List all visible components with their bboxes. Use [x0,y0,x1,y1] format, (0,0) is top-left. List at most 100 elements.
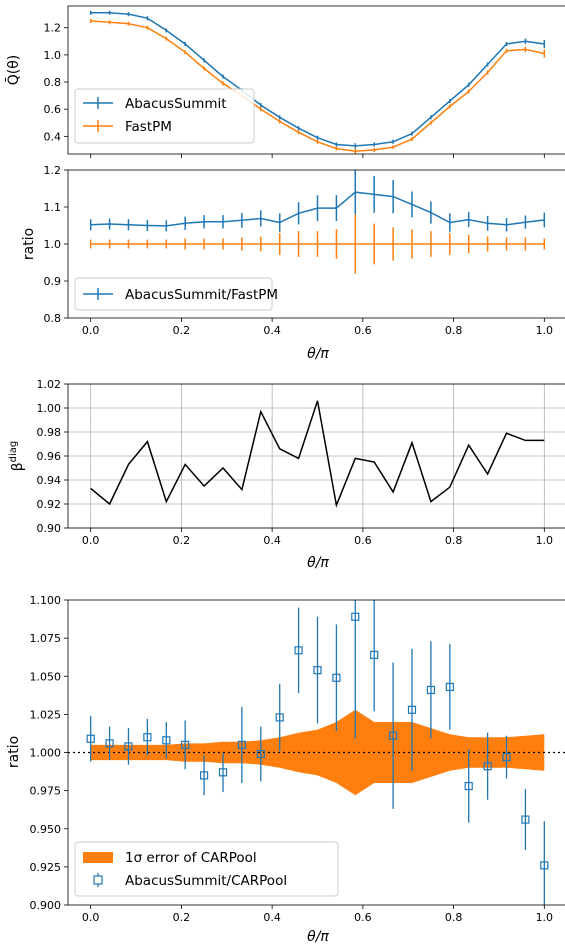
ratio-carpool-ylabel: ratio [6,736,22,768]
y-tick-label: 1.00 [37,402,62,415]
y-tick-label: 1.075 [30,632,62,645]
y-tick-label: 0.96 [37,450,62,463]
x-tick-label: 0.4 [263,324,281,337]
x-tick-label: 0.8 [445,911,463,924]
legend-abacus-label: AbacusSummit [125,96,227,112]
panel-ratio-carpool: 0.0 0.2 0.4 0.6 0.8 1.0 0.900 0.925 0.950 0.975 1.… [6,594,565,945]
legend-fastpm-label: FastPM [125,119,172,135]
ratio-carpool-xlabel: θ/π [307,929,329,945]
ratio-fastpm-axes-frame [67,169,565,319]
data-point [162,736,171,745]
y-tick-label: 0.92 [37,498,62,511]
beta-diag-axes-frame [67,383,565,529]
data-point [218,768,228,777]
y-tick-label: 1.2 [44,22,62,35]
legend-carpool-band-label: 1σ error of CARPool [125,850,257,866]
data-point [181,740,190,749]
ratio-fastpm-plot-area: 0.0 0.2 0.4 0.6 0.8 1.0 0.8 0.9 1.0 1.1 1.2 [44,164,554,337]
y-tick-label: 0.950 [30,823,62,836]
y-tick-label: 0.6 [44,103,62,116]
data-point [332,673,341,682]
beta-diag-ylabel: βdiag [8,441,26,472]
y-tick-label: 1.1 [44,201,62,214]
y-tick-label: 0.8 [44,76,62,89]
y-tick-label: 1.02 [37,378,62,391]
data-point [313,666,322,675]
legend-carpool-points-label: AbacusSummit/CARPool [125,873,287,889]
x-tick-label: 0.8 [445,534,463,547]
data-point [105,739,114,748]
beta-diag-xlabel: θ/π [307,555,329,571]
q-theta-legend: AbacusSummit FastPM [74,88,255,144]
y-tick-label: 0.9 [44,275,62,288]
x-tick-label: 0.8 [445,324,463,337]
x-tick-label: 1.0 [536,534,554,547]
data-point [237,740,246,749]
y-tick-label: 0.900 [30,899,62,912]
x-tick-label: 0.4 [263,534,281,547]
y-tick-label: 1.0 [44,238,62,251]
y-tick-label: 1.025 [30,708,62,721]
data-point [521,815,530,824]
ratio-carpool-axes-frame [67,599,565,906]
y-tick-label: 1.2 [44,164,62,177]
ratio-carpool-legend-frame [74,841,339,897]
x-tick-label: 0.0 [82,324,100,337]
data-point [540,861,549,870]
panel-beta-diag: 0.0 0.2 0.4 0.6 0.8 1.0 0.90 0.92 0.94 0.96 0.98 1.… [8,378,565,571]
legend-carpool-points-marker [93,875,103,885]
x-tick-label: 1.0 [536,911,554,924]
data-point [294,646,303,655]
x-tick-label: 0.4 [263,911,281,924]
data-point [370,650,379,660]
q-theta-axes-frame [67,5,565,155]
ratio-fastpm-legend: AbacusSummit/FastPM [74,277,278,311]
ratio-carpool-legend: 1σ error of CARPool AbacusSummit/CARPool [74,841,339,897]
q-theta-plot-area: 0.4 0.6 0.8 1.0 1.2 [44,10,546,158]
x-tick-label: 1.0 [536,324,554,337]
y-tick-label: 0.8 [44,312,62,325]
legend-carpool-band-swatch [83,852,113,863]
y-tick-label: 0.94 [37,474,62,487]
data-point [445,682,454,692]
q-theta-ylabel: Q̄(θ) [4,55,22,86]
x-tick-label: 0.6 [354,534,372,547]
ratio-fastpm-xlabel: θ/π [307,346,329,362]
legend-abacus-fastpm-label: AbacusSummit/FastPM [125,287,278,303]
x-tick-label: 0.6 [354,911,372,924]
y-tick-label: 0.98 [37,426,62,439]
ratio-fastpm-legend-frame [74,277,273,311]
data-point [483,762,492,771]
q-theta-legend-frame [74,88,255,144]
data-point [502,752,511,762]
data-point [464,781,473,791]
data-point [389,731,398,740]
y-tick-label: 0.90 [37,522,62,535]
data-point [86,734,95,743]
data-point [275,713,284,722]
x-tick-label: 0.0 [82,911,100,924]
data-point [256,749,265,759]
panel-ratio-fastpm: 0.0 0.2 0.4 0.6 0.8 1.00.80.91.01.11.2 ratio … [21,164,565,362]
x-tick-label: 0.2 [173,534,191,547]
data-point [124,742,133,751]
y-tick-label: 1.050 [30,670,62,683]
y-tick-label: 0.975 [30,785,62,798]
ratio-fastpm-ylabel: ratio [21,228,37,260]
y-tick-label: 0.4 [44,130,62,143]
data-point [426,685,436,695]
beta-diag-plot-area: 0.0 0.2 0.4 0.6 0.8 1.0 0.90 0.92 0.94 0.96 0.98 1.… [37,378,565,547]
x-tick-label: 0.6 [354,324,372,337]
data-point [143,733,152,742]
x-tick-label: 0.0 [82,534,100,547]
y-tick-label: 1.000 [30,747,62,760]
y-tick-label: 0.925 [30,861,62,874]
y-tick-label: 1.0 [44,49,62,62]
series-line [90,400,545,508]
data-point [407,705,417,714]
y-tick-label: 1.100 [30,594,62,607]
x-tick-label: 0.2 [173,324,191,337]
data-point [199,771,209,780]
x-tick-label: 0.2 [173,911,191,924]
